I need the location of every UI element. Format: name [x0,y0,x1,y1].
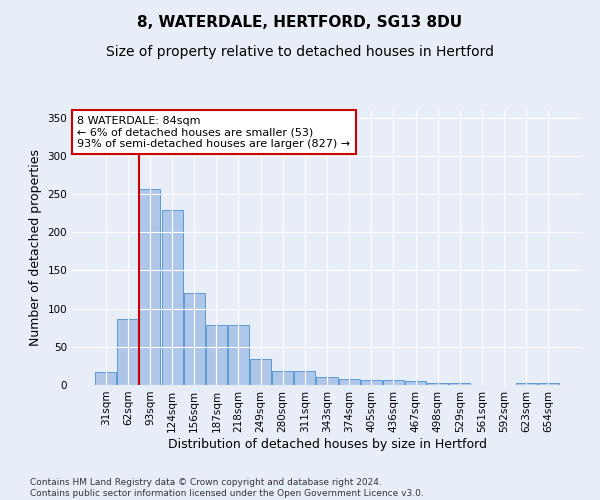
Bar [272,371,293,385]
Bar [361,380,382,385]
Bar [184,294,205,385]
Bar [515,384,536,385]
Bar [316,378,338,385]
Bar [139,190,160,385]
Bar [405,381,426,385]
X-axis label: Distribution of detached houses by size in Hertford: Distribution of detached houses by size … [167,438,487,450]
Bar [538,384,559,385]
Y-axis label: Number of detached properties: Number of detached properties [29,149,42,346]
Bar [383,380,404,385]
Bar [449,384,470,385]
Bar [206,326,227,385]
Text: Contains HM Land Registry data © Crown copyright and database right 2024.
Contai: Contains HM Land Registry data © Crown c… [30,478,424,498]
Bar [250,359,271,385]
Bar [95,372,116,385]
Bar [161,210,182,385]
Text: 8 WATERDALE: 84sqm
← 6% of detached houses are smaller (53)
93% of semi-detached: 8 WATERDALE: 84sqm ← 6% of detached hous… [77,116,350,148]
Bar [338,379,359,385]
Bar [295,371,316,385]
Bar [118,318,139,385]
Text: 8, WATERDALE, HERTFORD, SG13 8DU: 8, WATERDALE, HERTFORD, SG13 8DU [137,15,463,30]
Bar [228,326,249,385]
Text: Size of property relative to detached houses in Hertford: Size of property relative to detached ho… [106,45,494,59]
Bar [427,382,448,385]
